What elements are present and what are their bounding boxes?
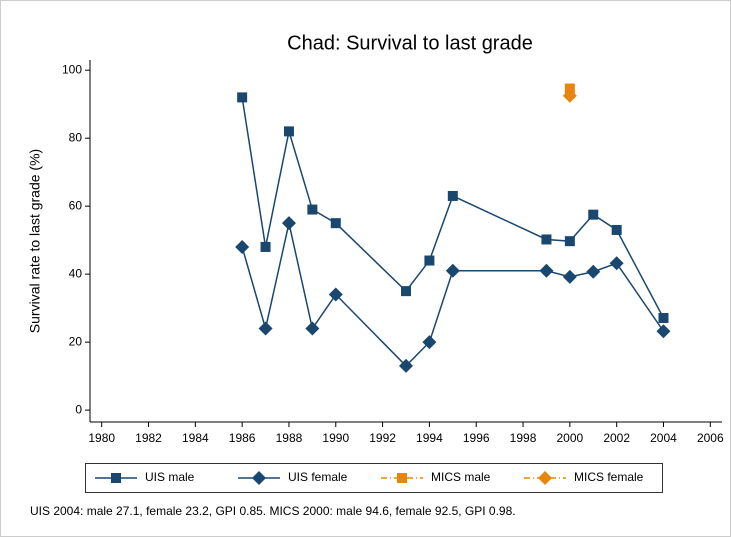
marker bbox=[305, 321, 320, 336]
marker bbox=[252, 471, 266, 485]
marker bbox=[399, 358, 413, 373]
marker bbox=[422, 335, 437, 350]
x-tick-label: 1996 bbox=[463, 431, 490, 445]
marker bbox=[237, 92, 248, 103]
marker bbox=[658, 312, 669, 323]
marker bbox=[235, 239, 250, 254]
marker bbox=[586, 264, 601, 279]
marker bbox=[424, 255, 435, 266]
x-tick-label: 1980 bbox=[88, 431, 115, 445]
y-tick-label: 40 bbox=[69, 266, 83, 280]
marker bbox=[328, 287, 343, 302]
y-axis-label: Survival rate to last grade (%) bbox=[27, 149, 43, 333]
marker bbox=[258, 321, 273, 336]
x-tick-label: 1986 bbox=[229, 431, 256, 445]
marker bbox=[111, 473, 121, 483]
y-tick-label: 20 bbox=[69, 334, 83, 348]
x-tick-label: 1992 bbox=[369, 431, 396, 445]
marker bbox=[539, 263, 554, 278]
x-tick-label: 1984 bbox=[182, 431, 209, 445]
x-tick-label: 1988 bbox=[276, 431, 303, 445]
x-tick-label: 1982 bbox=[135, 431, 162, 445]
x-tick-label: 1998 bbox=[510, 431, 537, 445]
y-tick-label: 100 bbox=[62, 62, 82, 76]
y-tick-label: 60 bbox=[69, 198, 83, 212]
x-tick-label: 1994 bbox=[416, 431, 443, 445]
marker bbox=[447, 190, 458, 201]
legend-label: MICS female bbox=[574, 470, 644, 484]
marker bbox=[611, 224, 622, 235]
marker bbox=[283, 126, 294, 137]
marker bbox=[397, 473, 407, 483]
note: UIS 2004: male 27.1, female 23.2, GPI 0.… bbox=[30, 504, 516, 518]
marker bbox=[588, 209, 599, 220]
legend-box bbox=[85, 463, 663, 493]
x-tick-label: 1990 bbox=[322, 431, 349, 445]
legend-label: UIS female bbox=[288, 470, 348, 484]
x-tick-label: 2006 bbox=[697, 431, 724, 445]
marker bbox=[609, 256, 624, 271]
y-tick-label: 80 bbox=[69, 130, 83, 144]
marker bbox=[330, 218, 341, 229]
marker bbox=[260, 241, 271, 252]
marker bbox=[538, 471, 552, 485]
marker bbox=[307, 204, 318, 215]
marker bbox=[281, 216, 296, 231]
chart-title: Chad: Survival to last grade bbox=[287, 32, 533, 54]
marker bbox=[562, 269, 577, 284]
x-tick-label: 2000 bbox=[557, 431, 584, 445]
marker bbox=[401, 286, 411, 297]
y-tick-label: 0 bbox=[75, 402, 82, 416]
marker bbox=[541, 234, 552, 245]
marker bbox=[656, 324, 671, 339]
legend-label: MICS male bbox=[431, 470, 491, 484]
marker bbox=[562, 88, 577, 103]
legend-label: UIS male bbox=[145, 470, 195, 484]
x-tick-label: 2004 bbox=[650, 431, 677, 445]
marker bbox=[564, 236, 575, 247]
marker bbox=[564, 83, 575, 94]
marker bbox=[445, 263, 460, 278]
x-tick-label: 2002 bbox=[603, 431, 630, 445]
